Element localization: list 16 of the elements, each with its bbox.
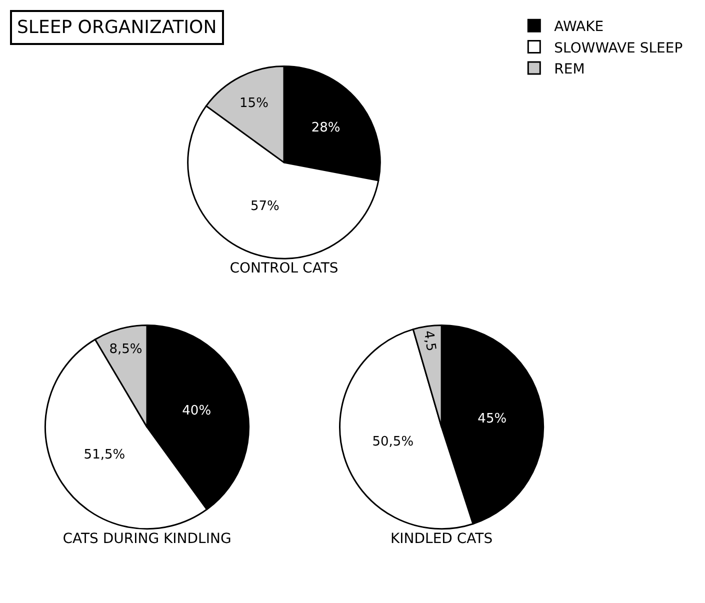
text: KINDLED CATS	[390, 530, 493, 547]
data-label: 40%	[182, 403, 212, 418]
data-label: 45%	[478, 412, 507, 427]
data-label: 57%	[250, 199, 280, 214]
legend-label: REM	[554, 61, 585, 78]
text: SLEEP ORGANIZATION	[17, 17, 217, 38]
legend-label: SLOWWAVE SLEEP	[554, 40, 683, 56]
data-label: 50,5%	[372, 434, 414, 450]
text: CONTROL CATS	[230, 260, 338, 277]
legend-label: AWAKE	[554, 19, 604, 36]
data-label: 51,5%	[84, 448, 126, 463]
data-label: 8,5%	[109, 342, 142, 357]
text: CATS DURING KINDLING	[62, 530, 232, 547]
data-label: 4,5	[420, 330, 438, 352]
data-label: 28%	[311, 120, 340, 136]
data-label: 15%	[240, 96, 268, 112]
